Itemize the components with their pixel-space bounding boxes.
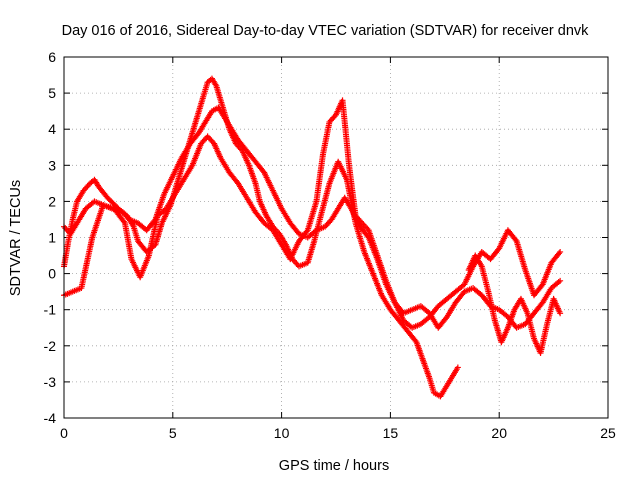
y-tick-label: 6 bbox=[48, 49, 56, 65]
y-tick-label: 5 bbox=[48, 85, 56, 101]
series-track-1 bbox=[61, 75, 461, 400]
x-axis-label: GPS time / hours bbox=[279, 458, 389, 474]
y-axis-label: SDTVAR / TECUs bbox=[8, 180, 24, 296]
y-tick-label: -2 bbox=[44, 338, 57, 354]
data-point bbox=[557, 277, 564, 284]
x-tick-label: 25 bbox=[600, 425, 616, 441]
data-point bbox=[454, 364, 461, 371]
y-tick-label: 4 bbox=[48, 121, 56, 137]
data-point bbox=[557, 248, 564, 255]
data-point bbox=[538, 282, 545, 289]
data-point bbox=[557, 310, 564, 317]
data-point bbox=[512, 236, 519, 243]
y-tick-label: -3 bbox=[44, 374, 57, 390]
series-track-4 bbox=[465, 252, 564, 357]
x-tick-label: 5 bbox=[169, 425, 177, 441]
plot-frame bbox=[63, 56, 609, 419]
data-point bbox=[556, 250, 563, 257]
x-tick-label: 0 bbox=[60, 425, 68, 441]
data-points bbox=[61, 75, 564, 400]
y-tick-label: 2 bbox=[48, 193, 56, 209]
data-point bbox=[303, 228, 310, 235]
y-tick-label: -1 bbox=[44, 302, 57, 318]
x-tick-label: 15 bbox=[383, 425, 399, 441]
y-tick-label: 1 bbox=[48, 230, 56, 246]
chart-title: Day 016 of 2016, Sidereal Day-to-day VTE… bbox=[62, 23, 590, 39]
y-tick-label: 0 bbox=[48, 266, 56, 282]
x-tick-label: 20 bbox=[491, 425, 507, 441]
y-tick-label: -4 bbox=[44, 410, 57, 426]
x-tick-label: 10 bbox=[274, 425, 290, 441]
y-tick-label: 3 bbox=[48, 157, 56, 173]
series-track-3 bbox=[61, 97, 564, 331]
